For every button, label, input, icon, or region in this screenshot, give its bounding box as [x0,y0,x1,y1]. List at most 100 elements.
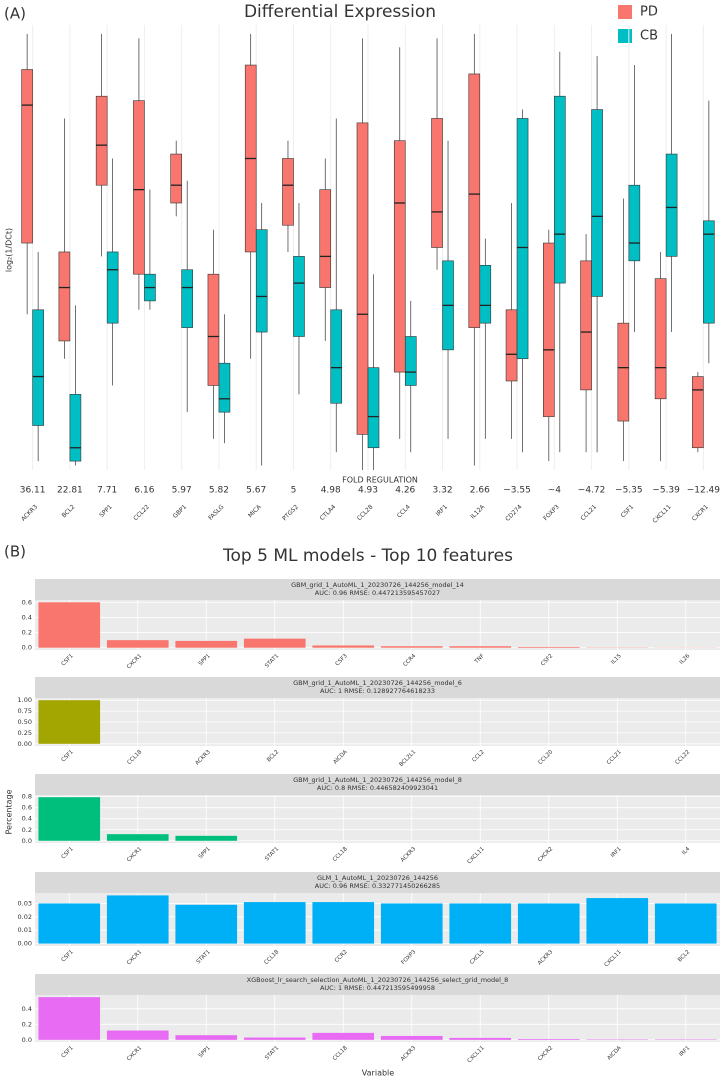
strip-title: GLM_1_AutoML_1_20230726_144256 [317,874,438,882]
panel-label: (B) [4,543,26,561]
y-tick-label: 0.03 [18,899,32,907]
box [255,229,268,333]
x-tick-label: STAT1 [264,846,280,862]
bar [175,904,238,944]
panel-label: (A) [4,5,26,23]
fold-value: −5.39 [652,486,680,496]
fold-value: 3.32 [433,486,453,496]
x-tick-label: CXCR1 [126,846,143,863]
bar [449,903,512,944]
x-tick-label: IL12A [469,503,486,520]
x-tick-label: IRF1 [678,1045,691,1058]
fold-value: 5.97 [172,486,192,496]
strip-subtitle: AUC: 1 RMSE: 0.128927764618233 [320,687,435,695]
x-tick-label: BCL2 [266,749,280,763]
x-tick-label: CCR4 [402,653,417,668]
strip-subtitle: AUC: 0.96 RMSE: 0.332771450266285 [315,882,440,890]
x-tick-label: CXCR1 [126,1045,143,1062]
x-tick-label: CCR2 [334,949,349,964]
y-tick-label: 0.0 [22,837,32,845]
box [505,309,518,382]
legend-swatch [618,5,632,19]
x-tick-label: BCL2L1 [398,749,417,768]
fold-value: 5.67 [246,486,266,496]
box [356,122,369,435]
fold-value: −5.35 [615,486,643,496]
bar [517,1039,580,1040]
x-tick-label: CSF1 [61,846,75,860]
box [319,189,332,288]
x-tick-label: CXCR1 [126,653,143,670]
bar [517,646,580,648]
y-tick-label: 0.6 [22,598,32,606]
strip [35,677,720,698]
x-tick-label: CSF1 [620,503,636,519]
x-tick-label: GBP1 [172,503,189,520]
x-tick-label: CXCL11 [651,503,672,524]
fold-value: −4.72 [578,486,606,496]
y-tick-label: 1.00 [18,696,32,704]
y-tick-label: 0.6 [22,804,32,812]
bar [449,646,512,648]
x-tick-label: FOXP3 [542,503,561,522]
box [170,153,182,204]
box [628,184,641,262]
x-tick-label: CCL18 [332,1045,349,1062]
x-tick-label: STAT1 [264,1045,280,1061]
x-axis-label: Variable [362,1069,394,1078]
legend-label: PD [640,5,658,20]
x-tick-label: SPP1 [198,1045,212,1059]
x-tick-label: CSF1 [61,653,75,667]
x-tick-label: CXCR2 [537,1045,554,1062]
box [654,278,667,400]
x-tick-label: CSF1 [61,1045,75,1059]
box [665,153,678,257]
bar [175,640,238,648]
box [282,158,294,226]
bar [517,903,580,944]
box [95,95,108,186]
fold-value: 5 [291,486,297,496]
bar [106,834,169,841]
x-tick-label: ACKR3 [400,846,418,864]
box [367,367,380,449]
x-tick-label: CXCR2 [537,846,554,863]
x-tick-label: STAT1 [264,653,280,669]
bar [38,903,101,944]
x-tick-label: AICDA [332,749,349,766]
x-tick-label: IL26 [679,653,692,666]
bar [243,902,306,944]
box [393,140,406,373]
box [133,100,145,275]
bar [175,1035,238,1040]
x-tick-label: FASLG [207,503,225,521]
box [617,322,630,422]
y-tick-label: 0.02 [18,913,32,921]
x-tick-label: ACKR3 [400,1045,418,1063]
y-tick-label: 0.2 [22,1020,32,1028]
strip-title: GBM_grid_1_AutoML_1_20230726_144256_mode… [293,679,462,687]
y-tick-label: 0.00 [18,740,32,748]
y-tick-label: 0.75 [18,707,32,715]
x-tick-label: CCL28 [356,503,375,522]
fold-value: 6.16 [134,486,154,496]
x-tick-label: AICDA [606,1045,623,1062]
box [692,376,704,449]
strip-title: GBM_grid_1_AutoML_1_20230726_144256_mode… [291,581,464,589]
x-tick-label: CD274 [504,503,523,522]
box [218,362,231,413]
y-tick-label: 0.01 [18,926,32,934]
box [293,256,305,337]
chart-title: Differential Expression [244,2,436,22]
box [69,394,82,462]
y-tick-label: 0.0 [22,1036,32,1044]
fold-value: 5.82 [209,486,229,496]
bar [38,797,101,841]
fold-value: −12.49 [687,486,721,496]
x-tick-label: BCL2 [61,503,77,519]
x-tick-label: CXCL11 [604,949,623,968]
x-tick-label: ACKR3 [20,503,39,522]
bar [380,646,443,648]
box [468,73,481,328]
